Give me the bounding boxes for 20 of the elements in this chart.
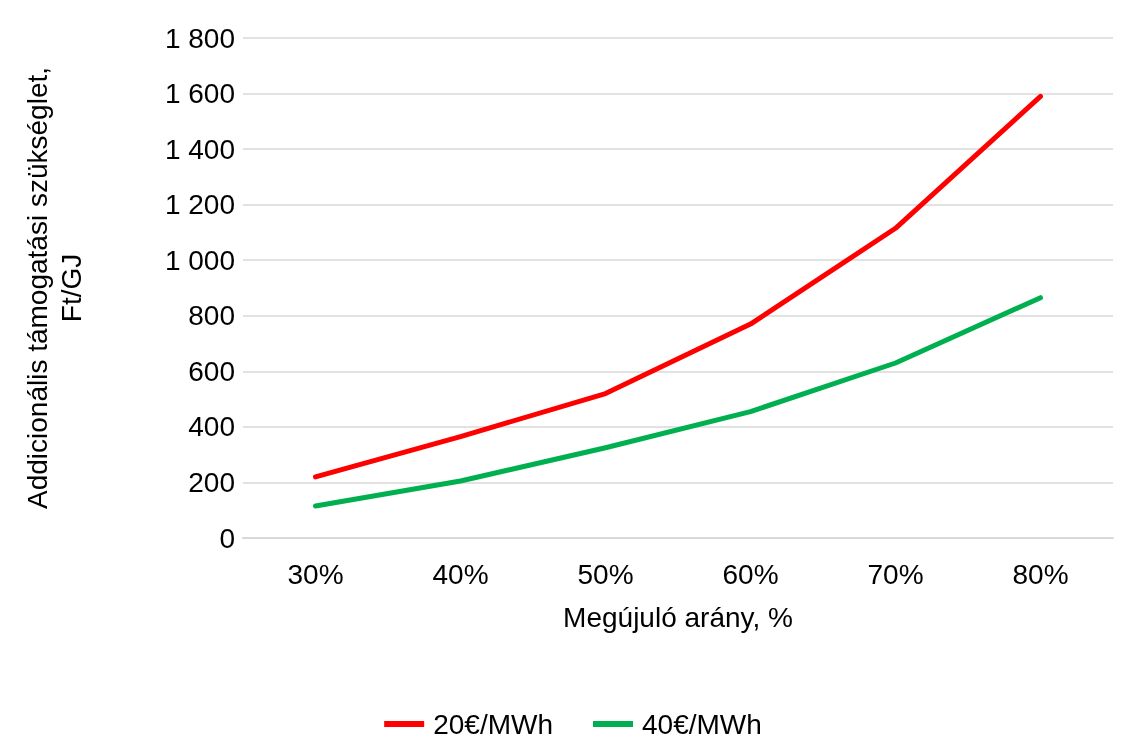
x-tick-label: 40%	[432, 558, 489, 590]
legend-label: 40€/MWh	[642, 708, 762, 740]
y-tick-label: 400	[188, 411, 235, 443]
x-tick-label: 30%	[287, 558, 344, 590]
y-tick-label: 1 800	[164, 22, 235, 54]
x-tick-label: 60%	[722, 558, 779, 590]
y-tick-label: 1 600	[164, 78, 235, 110]
y-tick-label: 800	[188, 300, 235, 332]
y-axis-title: Addicionális támogatási szükséglet, Ft/GJ	[21, 66, 87, 510]
x-axis-title: Megújuló arány, %	[563, 601, 793, 633]
y-tick-label: 1 000	[164, 244, 235, 276]
y-tick-label: 1 200	[164, 189, 235, 221]
x-tick-label: 50%	[577, 558, 634, 590]
x-tick-label: 70%	[867, 558, 924, 590]
y-tick-label: 1 400	[164, 133, 235, 165]
y-tick-label: 600	[188, 355, 235, 387]
x-tick-label: 80%	[1012, 558, 1069, 590]
y-tick-label: 200	[188, 466, 235, 498]
legend-label: 20€/MWh	[433, 708, 554, 740]
y-tick-label: 0	[219, 522, 235, 554]
